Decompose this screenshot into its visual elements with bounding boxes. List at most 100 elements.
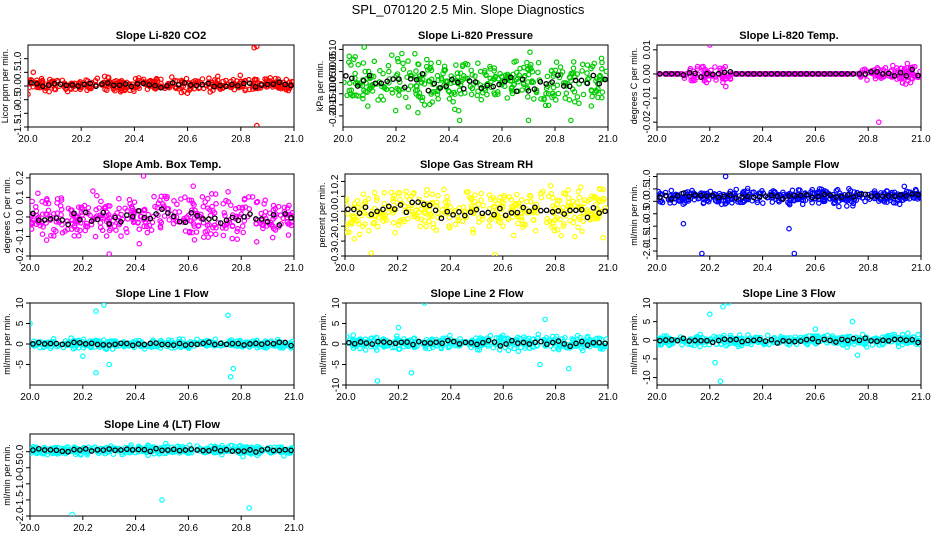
- data-point: [843, 203, 850, 209]
- data-point: [677, 334, 684, 340]
- mean-point: [721, 69, 728, 76]
- mean-point: [803, 71, 810, 77]
- data-point: [834, 340, 840, 347]
- data-point: [474, 337, 481, 344]
- data-point: [123, 226, 129, 232]
- data-point: [694, 66, 701, 72]
- mean-point: [129, 213, 136, 220]
- data-point: [98, 198, 104, 205]
- mean-point: [47, 216, 54, 222]
- chart-panel: Slope Amb. Box Temp. degrees C per min. 20…: [2, 159, 304, 274]
- data-point: [90, 188, 96, 194]
- mean-point: [82, 209, 89, 216]
- data-point: [201, 234, 207, 241]
- data-point: [160, 444, 166, 451]
- data-point: [232, 206, 239, 212]
- mean-point: [715, 337, 722, 344]
- mean-point: [531, 86, 538, 92]
- outlier-point: [542, 316, 548, 323]
- data-point: [896, 75, 903, 82]
- data-point: [225, 199, 232, 205]
- mean-point: [484, 82, 491, 89]
- mean-point: [827, 337, 833, 344]
- outlier-point: [875, 119, 882, 126]
- data-point: [554, 197, 561, 204]
- mean-point: [282, 339, 289, 346]
- mean-point: [466, 78, 473, 84]
- mean-point: [362, 204, 369, 211]
- mean-point: [880, 71, 886, 77]
- y-tick-label: -0.02: [642, 110, 653, 133]
- data-point: [535, 59, 542, 66]
- plot-frame: [344, 173, 609, 257]
- mean-point: [158, 84, 164, 91]
- data-point: [365, 227, 372, 234]
- x-tick-label: 20.6: [493, 392, 513, 403]
- data-point: [560, 223, 567, 229]
- data-point: [550, 345, 557, 352]
- data-point: [403, 342, 410, 348]
- mean-point: [390, 76, 396, 82]
- mean-point: [433, 339, 440, 346]
- points-layer: [346, 303, 608, 384]
- mean-point: [94, 341, 101, 348]
- data-point: [114, 210, 120, 216]
- mean-point: [727, 68, 734, 75]
- y-tick-label: 1.0: [642, 169, 653, 183]
- outlier-point: [712, 359, 718, 366]
- data-point: [899, 331, 906, 338]
- x-tick-label: 20.2: [386, 134, 406, 145]
- data-point: [546, 218, 553, 225]
- y-tick-label: 0.01: [642, 40, 653, 60]
- data-point: [476, 219, 482, 225]
- data-point: [579, 61, 586, 68]
- data-point: [229, 235, 236, 242]
- mean-point: [348, 75, 355, 82]
- data-point: [124, 229, 130, 236]
- mean-point: [602, 76, 608, 83]
- data-point: [423, 192, 430, 198]
- data-point: [428, 76, 435, 83]
- mean-point: [786, 193, 792, 199]
- outlier-point: [254, 122, 260, 127]
- mean-point: [526, 341, 533, 347]
- mean-point: [30, 210, 36, 217]
- mean-point: [65, 221, 71, 228]
- data-point: [547, 183, 554, 189]
- mean-point: [733, 336, 740, 343]
- mean-point: [809, 194, 816, 201]
- mean-point: [745, 337, 751, 344]
- data-point: [487, 332, 494, 339]
- data-point: [152, 86, 159, 92]
- x-tick-label: 20.8: [858, 134, 878, 145]
- y-tick-label: -5: [642, 354, 653, 363]
- data-point: [169, 74, 175, 80]
- x-tick-label: 20.4: [753, 392, 773, 403]
- panel-title: Slope Sample Flow: [739, 159, 840, 171]
- data-point: [882, 64, 889, 71]
- mean-point: [247, 211, 253, 217]
- data-point: [603, 343, 608, 350]
- mean-point: [538, 338, 544, 345]
- data-point: [487, 196, 494, 203]
- x-tick-label: 20.0: [647, 134, 667, 145]
- data-point: [556, 197, 563, 204]
- mean-point: [165, 447, 171, 453]
- mean-point: [258, 82, 265, 88]
- y-tick-label: 0.0: [15, 444, 26, 458]
- data-point: [470, 229, 477, 236]
- mean-point: [194, 212, 201, 219]
- data-point: [597, 72, 603, 79]
- data-point: [136, 75, 142, 81]
- mean-point: [206, 447, 212, 454]
- mean-point: [211, 341, 218, 348]
- data-point: [385, 209, 392, 215]
- data-point: [401, 218, 408, 225]
- data-point: [472, 73, 478, 79]
- data-point: [88, 221, 95, 228]
- y-tick-label: -0.2: [15, 247, 26, 265]
- data-point: [253, 239, 260, 245]
- data-point: [727, 334, 734, 341]
- mean-point: [426, 202, 433, 209]
- y-tick-label: -1.5: [642, 230, 653, 248]
